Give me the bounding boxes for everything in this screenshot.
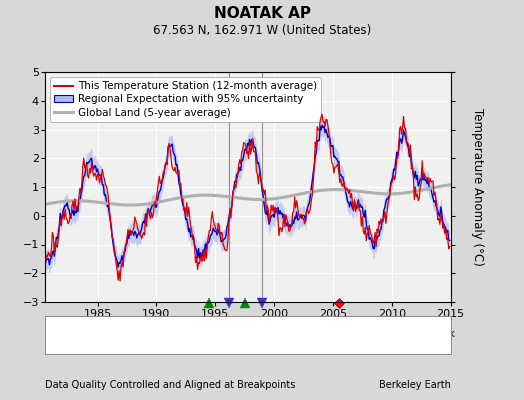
Text: NOATAK AP: NOATAK AP — [213, 6, 311, 21]
Legend: This Temperature Station (12-month average), Regional Expectation with 95% uncer: This Temperature Station (12-month avera… — [50, 77, 321, 122]
Text: Berkeley Earth: Berkeley Earth — [379, 380, 451, 390]
Text: 67.563 N, 162.971 W (United States): 67.563 N, 162.971 W (United States) — [153, 24, 371, 37]
Text: Time of Obs. Change: Time of Obs. Change — [256, 329, 357, 339]
Text: Station Move: Station Move — [73, 329, 137, 339]
Y-axis label: Temperature Anomaly (°C): Temperature Anomaly (°C) — [471, 108, 484, 266]
Text: Empirical Break: Empirical Break — [377, 329, 454, 339]
Text: Data Quality Controlled and Aligned at Breakpoints: Data Quality Controlled and Aligned at B… — [45, 380, 295, 390]
Text: Record Gap: Record Gap — [167, 329, 223, 339]
